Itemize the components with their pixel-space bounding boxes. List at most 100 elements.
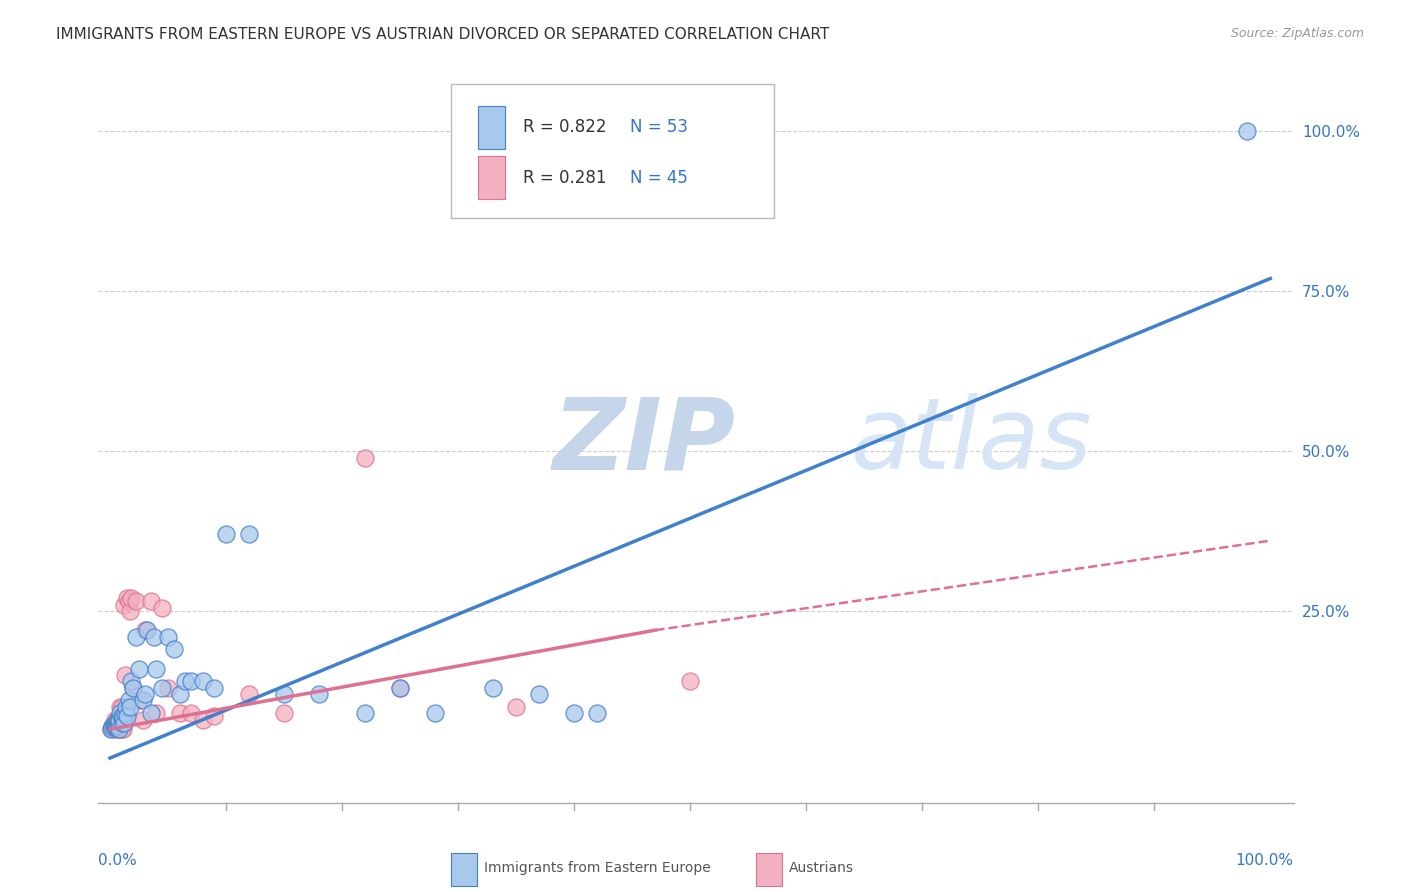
Point [273, 687, 295, 701]
Point [107, 718, 129, 732]
Point [139, 706, 162, 721]
Point [191, 713, 214, 727]
Point [104, 717, 127, 731]
Text: 0.0%: 0.0% [98, 854, 138, 869]
Point [110, 715, 132, 730]
Point [180, 706, 202, 721]
Point [157, 681, 180, 695]
Point [273, 706, 295, 721]
Point [150, 600, 173, 615]
Point [114, 706, 136, 721]
Point [163, 642, 186, 657]
Point [308, 687, 330, 701]
Text: Austrians: Austrians [789, 861, 855, 875]
Point [117, 594, 139, 608]
Point [103, 719, 125, 733]
Text: IMMIGRANTS FROM EASTERN EUROPE VS AUSTRIAN DIVORCED OR SEPARATED CORRELATION CHA: IMMIGRANTS FROM EASTERN EUROPE VS AUSTRI… [56, 27, 830, 42]
FancyBboxPatch shape [478, 105, 505, 149]
Point [562, 706, 585, 721]
Point [122, 681, 145, 695]
Point [124, 630, 146, 644]
Text: Immigrants from Eastern Europe: Immigrants from Eastern Europe [485, 861, 711, 875]
Point [117, 709, 139, 723]
Point [103, 720, 125, 734]
Point [111, 723, 134, 737]
Point [131, 713, 153, 727]
Point [108, 723, 131, 737]
Point [107, 719, 129, 733]
Point [101, 720, 124, 734]
Point [111, 711, 134, 725]
Point [104, 715, 127, 730]
FancyBboxPatch shape [451, 854, 477, 886]
Point [108, 714, 131, 728]
Point [105, 719, 128, 733]
Text: Source: ZipAtlas.com: Source: ZipAtlas.com [1230, 27, 1364, 40]
Point [136, 623, 159, 637]
Point [1236, 124, 1258, 138]
Point [103, 718, 125, 732]
Point [110, 706, 132, 721]
Point [105, 715, 128, 730]
Text: atlas: atlas [852, 393, 1092, 490]
Point [354, 450, 377, 465]
Point [529, 687, 551, 701]
Point [157, 630, 180, 644]
Point [204, 681, 226, 695]
Point [104, 719, 127, 733]
Point [128, 661, 150, 675]
Point [143, 630, 166, 644]
Point [124, 594, 146, 608]
Point [111, 715, 134, 730]
Point [482, 681, 505, 695]
Point [112, 598, 135, 612]
Point [122, 681, 145, 695]
Point [100, 723, 122, 737]
Point [423, 706, 446, 721]
Text: R = 0.281: R = 0.281 [523, 169, 606, 186]
Point [204, 709, 226, 723]
Point [111, 723, 134, 737]
Point [103, 715, 125, 730]
Point [354, 706, 377, 721]
Point [108, 720, 131, 734]
Point [150, 681, 173, 695]
Point [169, 706, 191, 721]
Point [114, 668, 136, 682]
Point [238, 687, 260, 701]
Point [169, 687, 191, 701]
Point [112, 715, 135, 730]
Point [101, 719, 124, 733]
Point [104, 719, 127, 733]
Point [111, 709, 134, 723]
Point [107, 713, 129, 727]
Point [120, 674, 142, 689]
Point [191, 674, 214, 689]
Point [105, 723, 128, 737]
Point [145, 706, 167, 721]
Point [115, 706, 138, 721]
Point [118, 604, 141, 618]
Text: N = 45: N = 45 [630, 169, 688, 186]
Text: 100.0%: 100.0% [1236, 854, 1294, 869]
Y-axis label: Divorced or Separated: Divorced or Separated [0, 355, 7, 528]
Point [104, 723, 127, 737]
FancyBboxPatch shape [756, 854, 782, 886]
FancyBboxPatch shape [478, 156, 505, 200]
Point [139, 594, 162, 608]
Text: N = 53: N = 53 [630, 119, 689, 136]
Point [108, 723, 131, 737]
Point [134, 623, 156, 637]
Text: ZIP: ZIP [553, 393, 735, 490]
Point [110, 699, 132, 714]
Point [131, 693, 153, 707]
Point [180, 674, 202, 689]
Point [111, 699, 134, 714]
Point [145, 661, 167, 675]
Point [104, 720, 127, 734]
Point [586, 706, 609, 721]
Point [105, 713, 128, 727]
Point [100, 723, 122, 737]
Point [238, 527, 260, 541]
Point [128, 693, 150, 707]
